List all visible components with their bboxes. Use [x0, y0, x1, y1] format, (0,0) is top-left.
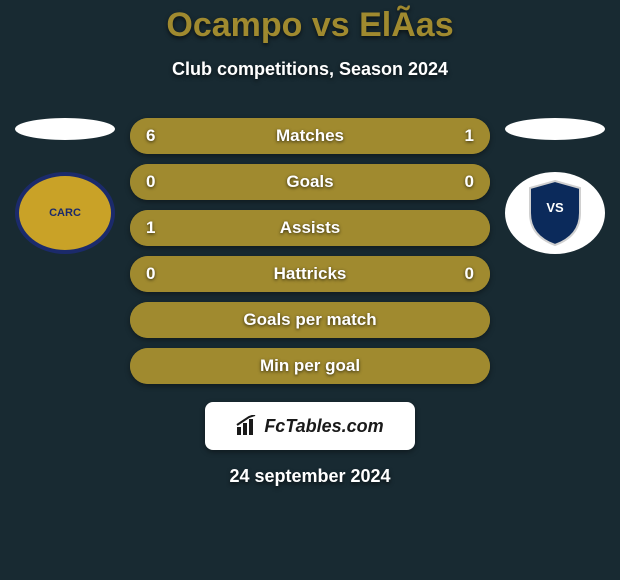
bar-left-fill: [130, 348, 490, 384]
right-crest: VS: [505, 172, 605, 254]
bar-left-fill: [130, 302, 490, 338]
comparison-row: CARC 61Matches00Goals1Assists00Hattricks…: [0, 118, 620, 394]
stat-bar-row: Goals per match: [130, 302, 490, 338]
root: Ocampo vs ElÃ­as Club competitions, Seas…: [0, 0, 620, 580]
stat-bar-row: Min per goal: [130, 348, 490, 384]
page-subtitle: Club competitions, Season 2024: [0, 59, 620, 80]
stat-bar-row: 61Matches: [130, 118, 490, 154]
bar-left-fill: [130, 118, 404, 154]
bar-right-fill: [404, 118, 490, 154]
page-date: 24 september 2024: [0, 466, 620, 487]
bar-left-value: 6: [146, 118, 155, 154]
bar-right-value: 0: [465, 164, 474, 200]
left-flag: [15, 118, 115, 140]
bar-left-value: 0: [146, 164, 155, 200]
left-crest-text: CARC: [49, 207, 81, 219]
left-team-col: CARC: [10, 118, 120, 254]
watermark-text: FcTables.com: [264, 416, 383, 437]
bar-right-value: 1: [465, 118, 474, 154]
bar-left-value: 0: [146, 256, 155, 292]
svg-text:VS: VS: [546, 200, 564, 215]
stat-bar-row: 1Assists: [130, 210, 490, 246]
left-crest: CARC: [15, 172, 115, 254]
bar-left-fill: [130, 210, 490, 246]
right-team-col: VS: [500, 118, 610, 254]
watermark: FcTables.com: [205, 402, 415, 450]
shield-icon: VS: [525, 178, 585, 248]
bar-left-value: 1: [146, 210, 155, 246]
stat-bar-row: 00Hattricks: [130, 256, 490, 292]
bar-right-value: 0: [465, 256, 474, 292]
right-flag: [505, 118, 605, 140]
bar-left-fill: [130, 164, 490, 200]
chart-icon: [236, 415, 258, 437]
stat-bars: 61Matches00Goals1Assists00HattricksGoals…: [120, 118, 500, 394]
stat-bar-row: 00Goals: [130, 164, 490, 200]
page-title: Ocampo vs ElÃ­as: [0, 0, 620, 45]
bar-left-fill: [130, 256, 490, 292]
